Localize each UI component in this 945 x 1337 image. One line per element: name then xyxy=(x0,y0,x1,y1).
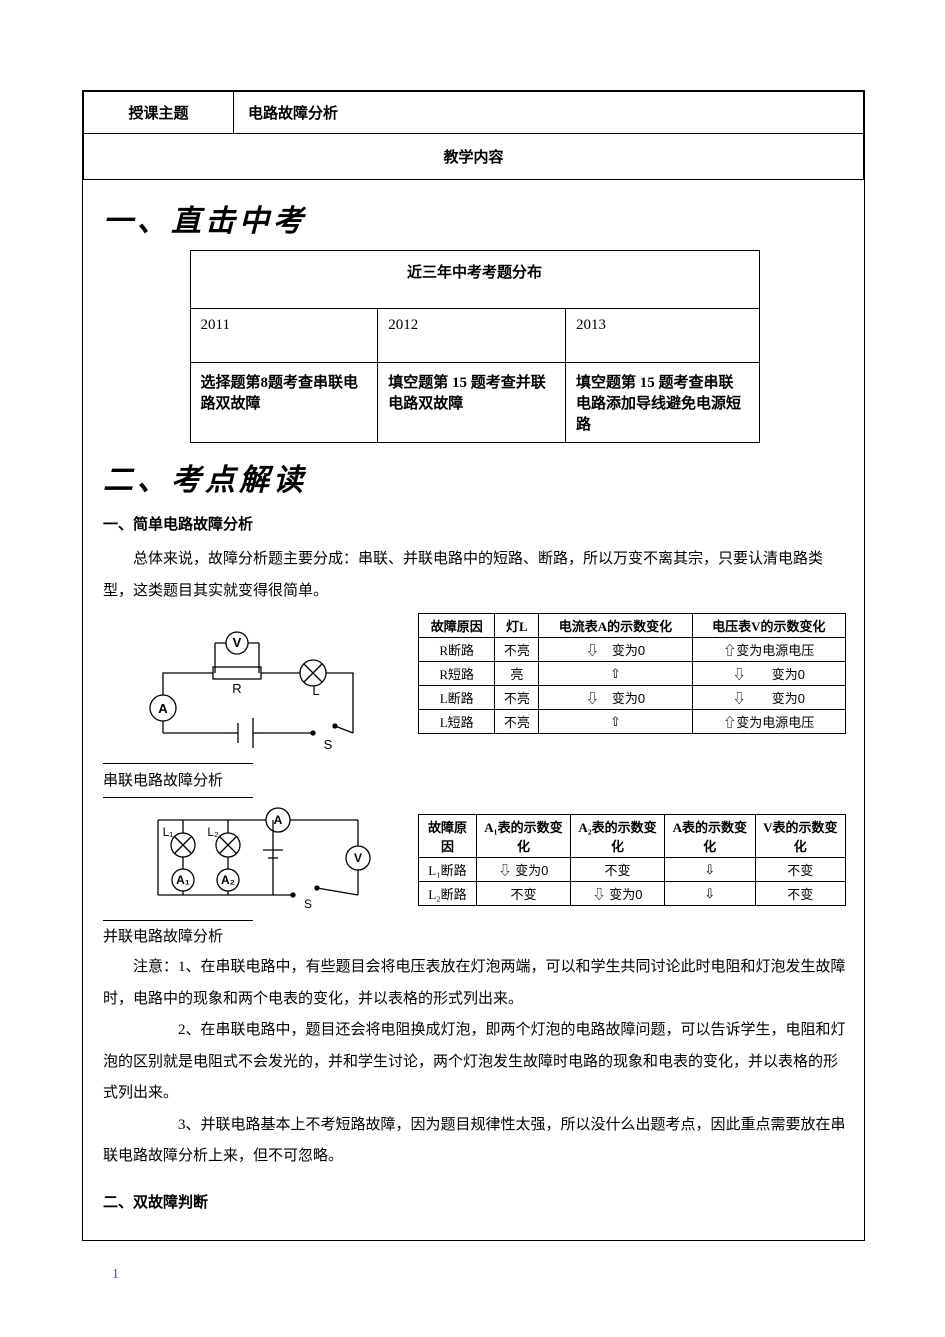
notes-label: 注意： xyxy=(133,959,178,975)
notes-para-3: 3、并联电路基本上不考短路故障，因为题目规律性太强，所以没什么出题考点，因此重点… xyxy=(103,1110,846,1173)
s-r0-cause: R断路 xyxy=(419,638,495,662)
s-r2-v: ⇩ 变为0 xyxy=(692,686,845,710)
s-r0-a: ⇩ 变为0 xyxy=(539,638,692,662)
parallel-row: A A₁ A₂ V L₁ L₂ S 并联电路故障分析 故障原因 xyxy=(103,800,846,952)
exam-cell-2: 填空题第 15 题考查并联电路双故障 xyxy=(378,363,566,443)
p-r0-a2: 不变 xyxy=(570,858,664,882)
p-h2: A₁表的示数变化 xyxy=(476,815,570,858)
p-r0-a1: ⇩ 变为0 xyxy=(476,858,570,882)
s-h3: 电流表A的示数变化 xyxy=(539,614,692,638)
series-circuit-diagram: A V R L S 串联电路故障分析 xyxy=(103,613,418,798)
topic-value: 电路故障分析 xyxy=(234,92,864,134)
s-r2-lamp: 不亮 xyxy=(495,686,539,710)
topic-label: 授课主题 xyxy=(84,92,234,134)
series-row: A V R L S 串联电路故障分析 故障原因 灯L 电流表A的示数 xyxy=(103,613,846,798)
exam-distribution-table: 近三年中考考题分布 2011 2012 2013 选择题第8题考查串联电路双故障… xyxy=(190,250,760,443)
s-r1-lamp: 亮 xyxy=(495,662,539,686)
svg-text:A: A xyxy=(158,701,168,716)
section2-heading: 二、考点解读 xyxy=(103,455,846,499)
year-2013: 2013 xyxy=(566,309,759,363)
s-r3-v: ⇧变为电源电压 xyxy=(692,710,845,734)
s-h4: 电压表V的示数变化 xyxy=(692,614,845,638)
s-r3-cause: L短路 xyxy=(419,710,495,734)
p-h5: V表的示数变化 xyxy=(755,815,845,858)
p-r1-a1: 不变 xyxy=(476,882,570,906)
year-2012: 2012 xyxy=(378,309,566,363)
note1: 1、在串联电路中，有些题目会将电压表放在灯泡两端，可以和学生共同讨论此时电阻和灯… xyxy=(103,959,846,1007)
p-r1-cause: L₂断路 xyxy=(419,882,477,906)
s-r0-v: ⇧变为电源电压 xyxy=(692,638,845,662)
sub-heading-2: 二、双故障判断 xyxy=(103,1191,846,1212)
sub-heading-1: 一、简单电路故障分析 xyxy=(103,513,846,534)
content-label: 教学内容 xyxy=(84,134,864,180)
svg-text:V: V xyxy=(354,851,362,865)
s-r0-lamp: 不亮 xyxy=(495,638,539,662)
svg-text:V: V xyxy=(233,635,242,650)
svg-text:L: L xyxy=(312,683,319,698)
notes-para-1: 注意：1、在串联电路中，有些题目会将电压表放在灯泡两端，可以和学生共同讨论此时电… xyxy=(103,952,846,1015)
p-r0-cause: L₁断路 xyxy=(419,858,477,882)
parallel-table: 故障原因 A₁表的示数变化 A₂表的示数变化 A表的示数变化 V表的示数变化 L… xyxy=(418,800,846,906)
notes-para-2: 2、在串联电路中，题目还会将电阻换成灯泡，即两个灯泡的电路故障问题，可以告诉学生… xyxy=(103,1015,846,1110)
svg-text:R: R xyxy=(232,681,241,696)
parallel-circuit-diagram: A A₁ A₂ V L₁ L₂ S 并联电路故障分析 xyxy=(103,800,418,952)
page-number: 1 xyxy=(112,1267,865,1283)
p-r0-v: 不变 xyxy=(755,858,845,882)
s-h2: 灯L xyxy=(495,614,539,638)
section1-heading: 一、直击中考 xyxy=(103,196,846,240)
svg-text:A: A xyxy=(274,813,283,827)
p-r1-a: ⇩ xyxy=(665,882,755,906)
exam-cell-1: 选择题第8题考查串联电路双故障 xyxy=(190,363,378,443)
intro-paragraph: 总体来说，故障分析题主要分成：串联、并联电路中的短路、断路，所以万变不离其宗，只… xyxy=(103,544,846,607)
s-r3-a: ⇧ xyxy=(539,710,692,734)
svg-text:L₁: L₁ xyxy=(163,825,174,839)
svg-text:L₂: L₂ xyxy=(207,825,219,839)
s-r1-cause: R短路 xyxy=(419,662,495,686)
year-2011: 2011 xyxy=(190,309,378,363)
content-area: 一、直击中考 近三年中考考题分布 2011 2012 2013 选择题第8题考查… xyxy=(83,180,864,1240)
exam-cell-3: 填空题第 15 题考查串联电路添加导线避免电源短路 xyxy=(566,363,759,443)
svg-text:A₁: A₁ xyxy=(176,873,190,887)
svg-text:S: S xyxy=(324,737,333,752)
lesson-sheet: 授课主题 电路故障分析 教学内容 一、直击中考 近三年中考考题分布 2011 2… xyxy=(82,90,865,1241)
s-r1-a: ⇧ xyxy=(539,662,692,686)
p-h4: A表的示数变化 xyxy=(665,815,755,858)
s-r1-v: ⇩ 变为0 xyxy=(692,662,845,686)
exam-caption: 近三年中考考题分布 xyxy=(190,251,759,309)
p-h3: A₂表的示数变化 xyxy=(570,815,664,858)
svg-text:S: S xyxy=(304,897,312,911)
series-label: 串联电路故障分析 xyxy=(103,769,253,790)
header-table: 授课主题 电路故障分析 教学内容 xyxy=(83,91,864,180)
p-r1-v: 不变 xyxy=(755,882,845,906)
p-r1-a2: ⇩ 变为0 xyxy=(570,882,664,906)
svg-text:A₂: A₂ xyxy=(221,873,235,887)
series-table: 故障原因 灯L 电流表A的示数变化 电压表V的示数变化 R断路 不亮 ⇩ 变为0… xyxy=(418,613,846,734)
note2: 2、在串联电路中，题目还会将电阻换成灯泡，即两个灯泡的电路故障问题，可以告诉学生… xyxy=(103,1022,846,1101)
s-r3-lamp: 不亮 xyxy=(495,710,539,734)
s-r2-cause: L断路 xyxy=(419,686,495,710)
parallel-label: 并联电路故障分析 xyxy=(103,925,253,946)
note3: 3、并联电路基本上不考短路故障，因为题目规律性太强，所以没什么出题考点，因此重点… xyxy=(103,1117,846,1165)
s-r2-a: ⇩ 变为0 xyxy=(539,686,692,710)
p-h1: 故障原因 xyxy=(419,815,477,858)
s-h1: 故障原因 xyxy=(419,614,495,638)
p-r0-a: ⇩ xyxy=(665,858,755,882)
